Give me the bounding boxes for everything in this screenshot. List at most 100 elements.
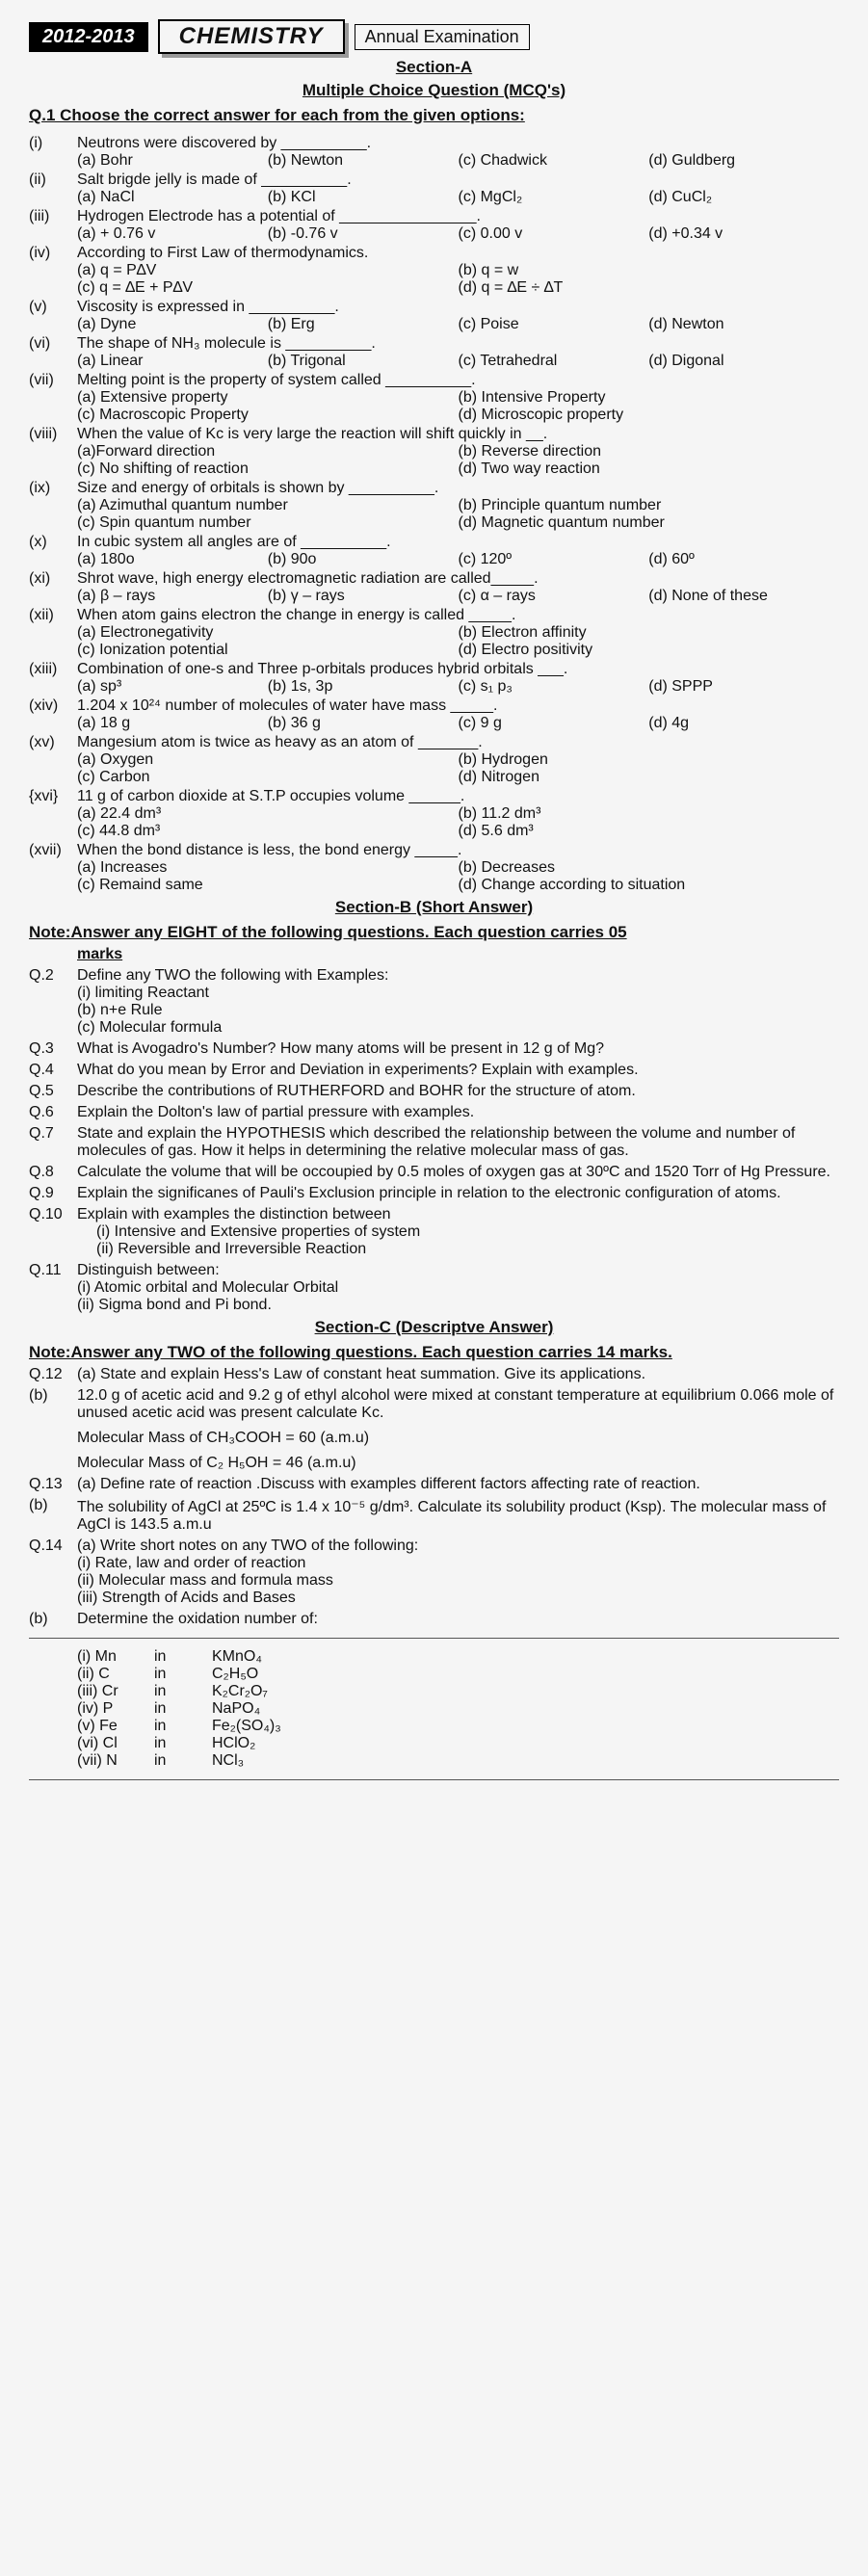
mcq-opt-a: (a) 180o [77, 551, 268, 568]
q-num: Q.9 [29, 1185, 77, 1202]
ox-c3: HClO₂ [212, 1735, 356, 1752]
mcq-opt-c: (c) No shifting of reaction [77, 460, 459, 478]
mcq-opt-d: (d) Newton [648, 316, 839, 333]
ox-c3: NaPO₄ [212, 1700, 356, 1718]
q2-iii: (c) Molecular formula [77, 1019, 839, 1037]
q-body: What do you mean by Error and Deviation … [77, 1062, 839, 1079]
q-body: Define any TWO the following with Exampl… [77, 967, 839, 1037]
mcq-num: (ix) [29, 480, 77, 532]
mcq-opt-c: (c) 44.8 dm³ [77, 823, 459, 840]
mcq-question: In cubic system all angles are of ______… [77, 534, 839, 551]
q-num: Q.7 [29, 1125, 77, 1160]
mcq-num: (xi) [29, 570, 77, 605]
mcq-opt-b: (b) 1s, 3p [268, 678, 459, 696]
ox-c1: (i) Mn [77, 1648, 154, 1666]
header-row: 2012-2013 CHEMISTRY Annual Examination [29, 19, 839, 54]
mcq-num: (iv) [29, 245, 77, 297]
mcq-body: Combination of one-s and Three p-orbital… [77, 661, 839, 696]
mcq-v: (v)Viscosity is expressed in __________.… [29, 299, 839, 333]
section-b-note: Note:Answer any EIGHT of the following q… [29, 923, 839, 942]
mcq-question: When the bond distance is less, the bond… [77, 842, 839, 859]
q3: Q.3What is Avogadro's Number? How many a… [29, 1040, 839, 1058]
mcq-opt-a: (a) Increases [77, 859, 459, 877]
mcq-body: In cubic system all angles are of ______… [77, 534, 839, 568]
mcq-question: 1.204 x 10²⁴ number of molecules of wate… [77, 697, 839, 715]
mcq-opt-d: (d) Digonal [648, 353, 839, 370]
q2-ii: (b) n+e Rule [77, 1002, 839, 1019]
mcq-question: Neutrons were discovered by __________. [77, 135, 839, 152]
ox-c2: in [154, 1735, 212, 1752]
mcq-opt-a: (a) sp³ [77, 678, 268, 696]
mcq-opt-a: (a) 22.4 dm³ [77, 805, 459, 823]
mcq-ix: (ix)Size and energy of orbitals is shown… [29, 480, 839, 532]
mcq-opt-b: (b) 11.2 dm³ [459, 805, 840, 823]
mcq-question: Melting point is the property of system … [77, 372, 839, 389]
mcq-opt-c: (c) Tetrahedral [459, 353, 649, 370]
mcq-options: (a) q = P∆V(b) q = w(c) q = ∆E + P∆V(d) … [77, 262, 839, 297]
mcq-opt-c: (c) Spin quantum number [77, 514, 459, 532]
q-num: Q.6 [29, 1104, 77, 1121]
q-num: Q.8 [29, 1164, 77, 1181]
mcq-num: (iii) [29, 208, 77, 243]
part-label: (b) [29, 1611, 77, 1628]
ox-c2: in [154, 1752, 212, 1770]
mcq-options: (a) 22.4 dm³(b) 11.2 dm³(c) 44.8 dm³(d) … [77, 805, 839, 840]
ox-c1: (iv) P [77, 1700, 154, 1718]
section-c-note: Note:Answer any TWO of the following que… [29, 1343, 839, 1362]
mcq-body: Melting point is the property of system … [77, 372, 839, 424]
mcq-opt-d: (d) Nitrogen [459, 769, 840, 786]
mcq-body: When atom gains electron the change in e… [77, 607, 839, 659]
mcq-opt-d: (d) Microscopic property [459, 407, 840, 424]
ox-c2: in [154, 1718, 212, 1735]
mcq-opt-b: (b) Newton [268, 152, 459, 170]
q-num: Q.10 [29, 1206, 77, 1258]
mcq-num: (xv) [29, 734, 77, 786]
mcq-xv: (xv)Mangesium atom is twice as heavy as … [29, 734, 839, 786]
mcq-body: Shrot wave, high energy electromagnetic … [77, 570, 839, 605]
section-b-label: Section-B (Short Answer) [29, 898, 839, 917]
q11-text: Distinguish between: [77, 1262, 839, 1279]
divider [29, 1638, 839, 1639]
mcq-vi: (vi)The shape of NH₃ molecule is _______… [29, 335, 839, 370]
q-num: Q.4 [29, 1062, 77, 1079]
q-body: Determine the oxidation number of: [77, 1611, 839, 1628]
mcq-question: The shape of NH₃ molecule is __________. [77, 335, 839, 353]
mcq-opt-a: (a)Forward direction [77, 443, 459, 460]
q10-ii: (ii) Reversible and Irreversible Reactio… [96, 1241, 839, 1258]
q4: Q.4What do you mean by Error and Deviati… [29, 1062, 839, 1079]
ox-row: (iii) CrinK₂Cr₂O₇ [77, 1683, 839, 1700]
mcq-opt-a: (a) Azimuthal quantum number [77, 497, 459, 514]
q12a: Q.12 (a) State and explain Hess's Law of… [29, 1366, 839, 1383]
ox-c1: (vi) Cl [77, 1735, 154, 1752]
q8: Q.8Calculate the volume that will be occ… [29, 1164, 839, 1181]
mcq-question: When the value of Kc is very large the r… [77, 426, 839, 443]
ox-c2: in [154, 1666, 212, 1683]
part-label: (b) [29, 1387, 77, 1472]
mcq-num: (xiii) [29, 661, 77, 696]
ox-row: (ii) CinC₂H₅O [77, 1666, 839, 1683]
mcq-opt-b: (b) 36 g [268, 715, 459, 732]
mcq-opt-d: (d) Magnetic quantum number [459, 514, 840, 532]
mcq-opt-d: (d) 4g [648, 715, 839, 732]
ox-c2: in [154, 1648, 212, 1666]
mcq-question: Combination of one-s and Three p-orbital… [77, 661, 839, 678]
q-body: Explain the Dolton's law of partial pres… [77, 1104, 839, 1121]
q13b: (b) The solubility of AgCl at 25ºC is 1.… [29, 1497, 839, 1534]
mcq-opt-c: (c) 0.00 v [459, 225, 649, 243]
mcq-opt-b: (b) Principle quantum number [459, 497, 840, 514]
q12b: (b) 12.0 g of acetic acid and 9.2 g of e… [29, 1387, 839, 1472]
mcq-opt-d: (d) Guldberg [648, 152, 839, 170]
mcq-opt-c: (c) 9 g [459, 715, 649, 732]
exam-box: Annual Examination [355, 24, 530, 50]
mcq-options: (a)Forward direction(b) Reverse directio… [77, 443, 839, 478]
mcq-question: Viscosity is expressed in __________. [77, 299, 839, 316]
q14b: (b) Determine the oxidation number of: [29, 1611, 839, 1628]
mcq-opt-b: (b) γ – rays [268, 588, 459, 605]
q-num: Q.3 [29, 1040, 77, 1058]
mcq-opt-b: (b) Intensive Property [459, 389, 840, 407]
mcq-opt-b: (b) Erg [268, 316, 459, 333]
mcq-body: The shape of NH₃ molecule is __________.… [77, 335, 839, 370]
ox-c3: Fe₂(SO₄)₃ [212, 1718, 356, 1735]
q-num: Q.14 [29, 1538, 77, 1607]
q10: Q.10 Explain with examples the distincti… [29, 1206, 839, 1258]
